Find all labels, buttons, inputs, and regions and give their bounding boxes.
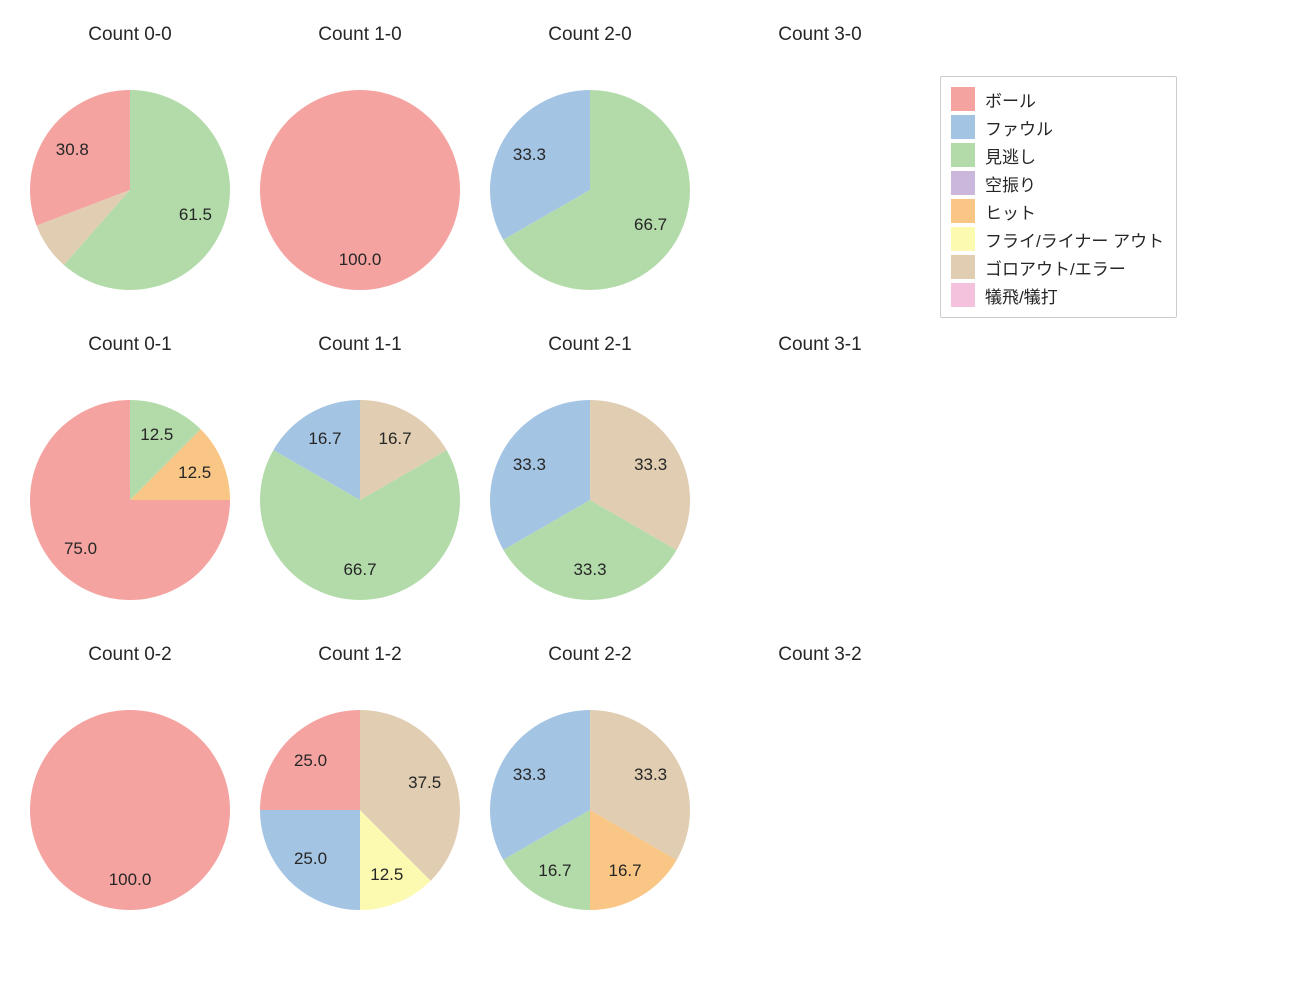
- pie-slice-label: 12.5: [370, 865, 403, 885]
- pie-chart: 100.0: [260, 90, 460, 290]
- legend-swatch: [951, 227, 975, 251]
- pie-cell: Count 2-1 33.3 33.3 33.3: [475, 330, 705, 640]
- pie-chart: 33.3 16.7 16.7 33.3: [490, 710, 690, 910]
- pie-slice-label: 16.7: [308, 429, 341, 449]
- pie-slice-label: 12.5: [140, 425, 173, 445]
- pie-title: Count 3-1: [705, 334, 935, 356]
- legend: ボールファウル見逃し空振りヒットフライ/ライナー アウトゴロアウト/エラー犠飛/…: [940, 76, 1177, 318]
- pie-slice-label: 16.7: [609, 861, 642, 881]
- pie-cell: Count 1-0 100.0: [245, 20, 475, 330]
- pie-title: Count 0-2: [15, 644, 245, 666]
- pie-slice-label: 25.0: [294, 849, 327, 869]
- pie-slice-label: 100.0: [109, 870, 152, 890]
- pie-chart: 16.7 66.7 16.7: [260, 400, 460, 600]
- pie-title: Count 2-2: [475, 644, 705, 666]
- legend-item: フライ/ライナー アウト: [951, 225, 1164, 253]
- pie-slice-label: 37.5: [408, 773, 441, 793]
- legend-item: ゴロアウト/エラー: [951, 253, 1164, 281]
- pie-slice-label: 33.3: [513, 145, 546, 165]
- chart-grid: Count 0-0 30.8 61.5 Count 1-0 100.0 Count 2-0…: [0, 0, 1300, 1000]
- pie-slice-label: 66.7: [634, 215, 667, 235]
- pie-title: Count 2-0: [475, 24, 705, 46]
- legend-swatch: [951, 199, 975, 223]
- pie-chart: 33.3 66.7: [490, 90, 690, 290]
- legend-item: 空振り: [951, 169, 1164, 197]
- pie-title: Count 2-1: [475, 334, 705, 356]
- legend-swatch: [951, 87, 975, 111]
- legend-swatch: [951, 255, 975, 279]
- legend-label: ゴロアウト/エラー: [985, 255, 1126, 280]
- pie-slice-label: 33.3: [634, 765, 667, 785]
- pie-cell: Count 3-2: [705, 640, 935, 950]
- pie-slice-label: 12.5: [178, 463, 211, 483]
- pie-slice-label: 33.3: [634, 455, 667, 475]
- pie-chart: 25.0 25.0 12.5 37.5: [260, 710, 460, 910]
- legend-label: ファウル: [985, 115, 1053, 140]
- pie-title: Count 3-2: [705, 644, 935, 666]
- legend-label: ヒット: [985, 199, 1036, 224]
- pie-cell: Count 0-1 75.0 12.512.5: [15, 330, 245, 640]
- pie-slice-label: 33.3: [513, 765, 546, 785]
- legend-label: ボール: [985, 87, 1036, 112]
- pie-chart: 30.8 61.5: [30, 90, 230, 290]
- legend-swatch: [951, 171, 975, 195]
- pie-title: Count 1-1: [245, 334, 475, 356]
- pie-chart: 100.0: [30, 710, 230, 910]
- pie-cell: Count 1-2 25.0 25.0 12.5 37.5: [245, 640, 475, 950]
- pie-cell: Count 2-0 33.3 66.7: [475, 20, 705, 330]
- legend-item: ファウル: [951, 113, 1164, 141]
- pie-slice-label: 33.3: [573, 560, 606, 580]
- legend-label: 空振り: [985, 171, 1036, 196]
- pie-title: Count 0-0: [15, 24, 245, 46]
- legend-swatch: [951, 143, 975, 167]
- pie-slice-label: 25.0: [294, 751, 327, 771]
- pie-slice-label: 16.7: [538, 861, 571, 881]
- legend-label: 犠飛/犠打: [985, 283, 1058, 308]
- legend-item: ヒット: [951, 197, 1164, 225]
- pie-slice-label: 100.0: [339, 250, 382, 270]
- pie-slice-label: 33.3: [513, 455, 546, 475]
- pie-cell: Count 0-0 30.8 61.5: [15, 20, 245, 330]
- pie-slice-label: 66.7: [343, 560, 376, 580]
- pie-title: Count 3-0: [705, 24, 935, 46]
- legend-item: 見逃し: [951, 141, 1164, 169]
- legend-label: 見逃し: [985, 143, 1036, 168]
- pie-slice-label: 75.0: [64, 539, 97, 559]
- pie-cell: Count 2-2 33.3 16.7 16.7 33.3: [475, 640, 705, 950]
- pie-cell: Count 3-1: [705, 330, 935, 640]
- legend-swatch: [951, 115, 975, 139]
- pie-title: Count 1-0: [245, 24, 475, 46]
- pie-title: Count 1-2: [245, 644, 475, 666]
- pie-cell: Count 3-0: [705, 20, 935, 330]
- pie-slice-label: 16.7: [378, 429, 411, 449]
- legend-item: 犠飛/犠打: [951, 281, 1164, 309]
- legend-item: ボール: [951, 85, 1164, 113]
- pie-chart: 33.3 33.3 33.3: [490, 400, 690, 600]
- legend-label: フライ/ライナー アウト: [985, 227, 1164, 252]
- pie-cell: Count 0-2 100.0: [15, 640, 245, 950]
- pie-slice-label: 61.5: [179, 205, 212, 225]
- pie-cell: Count 1-1 16.7 66.7 16.7: [245, 330, 475, 640]
- pie-title: Count 0-1: [15, 334, 245, 356]
- legend-swatch: [951, 283, 975, 307]
- pie-chart: 75.0 12.512.5: [30, 400, 230, 600]
- pie-slice-label: 30.8: [56, 140, 89, 160]
